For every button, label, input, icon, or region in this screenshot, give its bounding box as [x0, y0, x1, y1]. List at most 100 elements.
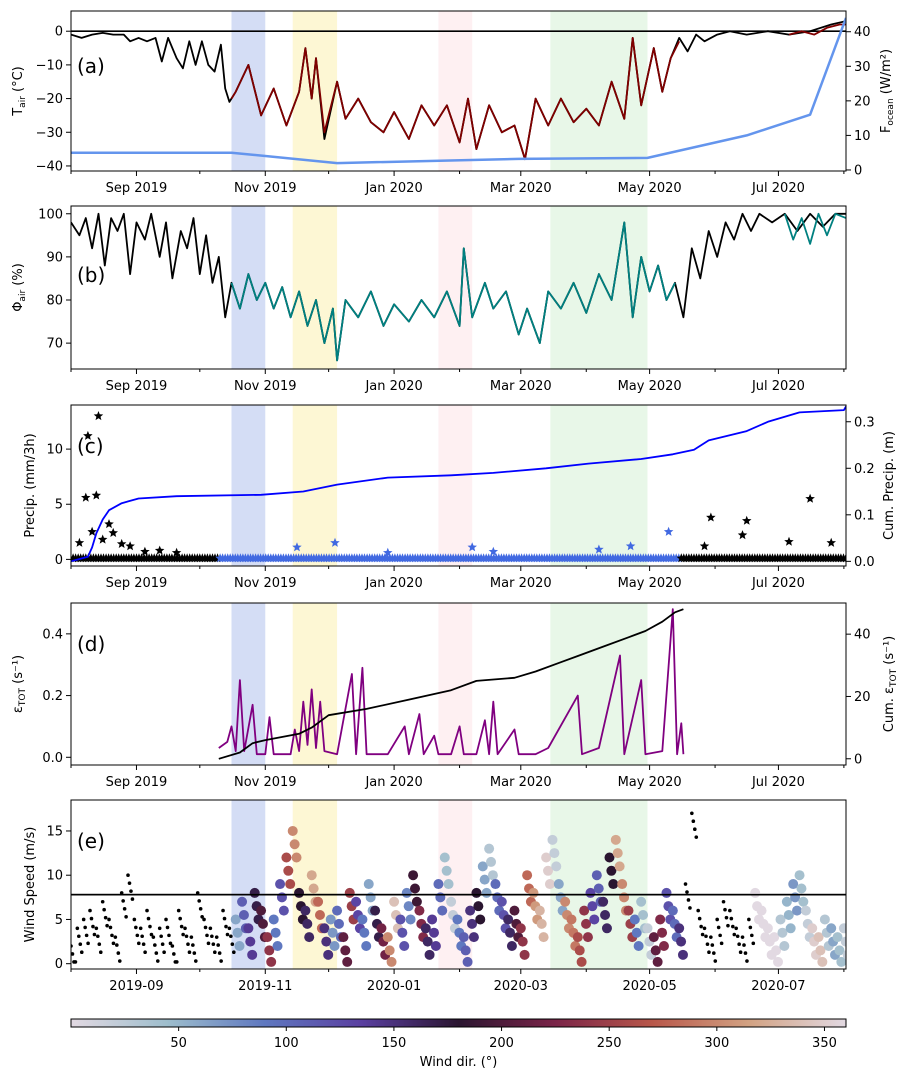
wind-point [179, 924, 184, 929]
wind-point [117, 959, 122, 963]
wind-point [690, 811, 694, 816]
wind-point [198, 907, 203, 911]
wind-point [490, 879, 501, 890]
wind-point [702, 926, 707, 931]
wind-point [729, 916, 734, 921]
wind-point [737, 942, 741, 947]
ylabel-right: Focean (W/m²) [879, 49, 896, 133]
wind-point [83, 925, 87, 930]
wind-point [505, 927, 516, 938]
wind-point [604, 852, 615, 863]
wind-point [148, 924, 152, 929]
wind-point [623, 905, 634, 916]
ylabel: εTOT (s⁻¹) [11, 655, 28, 713]
wind-point [113, 935, 118, 939]
wind-point [788, 879, 799, 890]
y-tick-label: −10 [36, 58, 63, 73]
wind-point [272, 940, 283, 951]
x-tick-label: 2020-03 [494, 979, 548, 994]
wind-point [145, 908, 149, 913]
wind-point [658, 940, 669, 951]
wind-point [98, 950, 103, 954]
wind-point [629, 914, 640, 925]
wind-point [544, 879, 555, 890]
wind-point [735, 934, 740, 939]
wind-point [194, 959, 198, 963]
wind-point [813, 932, 824, 943]
x-tick-label: 2020-05 [622, 979, 676, 994]
x-tick-label: 2020-01 [367, 979, 421, 994]
wind-point [210, 934, 214, 939]
shaded-period-3 [550, 603, 648, 765]
wind-point [100, 899, 105, 904]
precip-star [742, 515, 752, 525]
wind-point [600, 910, 611, 921]
wind-point [155, 959, 160, 963]
wind-point [115, 943, 119, 947]
wind-point [677, 949, 688, 960]
x-tick-label: Sep 2019 [106, 379, 168, 394]
wind-point [300, 905, 311, 916]
wind-point [268, 914, 279, 925]
precip-star [594, 544, 604, 554]
wind-point [243, 923, 254, 934]
wind-point [775, 914, 786, 925]
precip-star [699, 541, 710, 551]
wind-point [691, 819, 696, 824]
wind-point [771, 945, 782, 956]
wind-point [247, 949, 258, 960]
precip-star [737, 530, 748, 540]
colorbar-tick-label: 100 [274, 1036, 299, 1051]
x-tick-label: Nov 2019 [234, 775, 297, 790]
colorbar-label: Wind dir. (°) [420, 1055, 498, 1070]
wind-point [365, 892, 376, 903]
wind-point [122, 907, 127, 911]
precip-star [292, 542, 302, 552]
wind-point [433, 879, 444, 890]
wind-point [389, 896, 400, 907]
wind-point [219, 959, 223, 963]
x-tick-label: Jan 2020 [364, 181, 422, 196]
wind-point [636, 896, 647, 907]
shaded-period-3 [550, 206, 648, 369]
wind-point [721, 899, 726, 904]
wind-point [446, 896, 457, 907]
wind-point [200, 914, 204, 919]
ylabel-sub: air [18, 96, 28, 108]
wind-point [734, 926, 738, 931]
wind-point [257, 918, 268, 929]
wind-point [697, 916, 702, 921]
precip-star [125, 541, 135, 551]
wind-point [108, 925, 113, 930]
shaded-period-3 [550, 11, 648, 171]
wind-point [230, 942, 235, 947]
wind-point [138, 926, 143, 931]
wind-point [657, 927, 668, 938]
wind-point [103, 915, 108, 920]
wind-point [836, 956, 846, 967]
wind-point [777, 927, 788, 938]
wind-point [610, 834, 621, 845]
wind-point [699, 924, 703, 929]
wind-point [460, 945, 471, 956]
wind-point [685, 890, 689, 894]
ylabel-right: Cum. εTOT (s⁻¹) [882, 636, 899, 733]
shaded-period-2 [438, 405, 473, 566]
y-right-tick-label: 0.1 [854, 508, 875, 523]
wind-point [325, 914, 336, 925]
wind-point [229, 934, 233, 939]
wind-point [262, 932, 273, 943]
wind-point [612, 848, 623, 859]
y-tick-label: 0 [55, 553, 63, 568]
wind-point [234, 940, 245, 951]
wind-point [591, 870, 602, 881]
wind-point [157, 926, 162, 931]
ylabel: Tair (°C) [11, 66, 28, 117]
wind-point [486, 856, 497, 867]
wind-point [633, 940, 644, 951]
wind-point [151, 935, 156, 939]
wind-point [203, 925, 208, 930]
wind-point [287, 825, 298, 836]
wind-point [750, 887, 761, 898]
wind-point [192, 951, 197, 955]
